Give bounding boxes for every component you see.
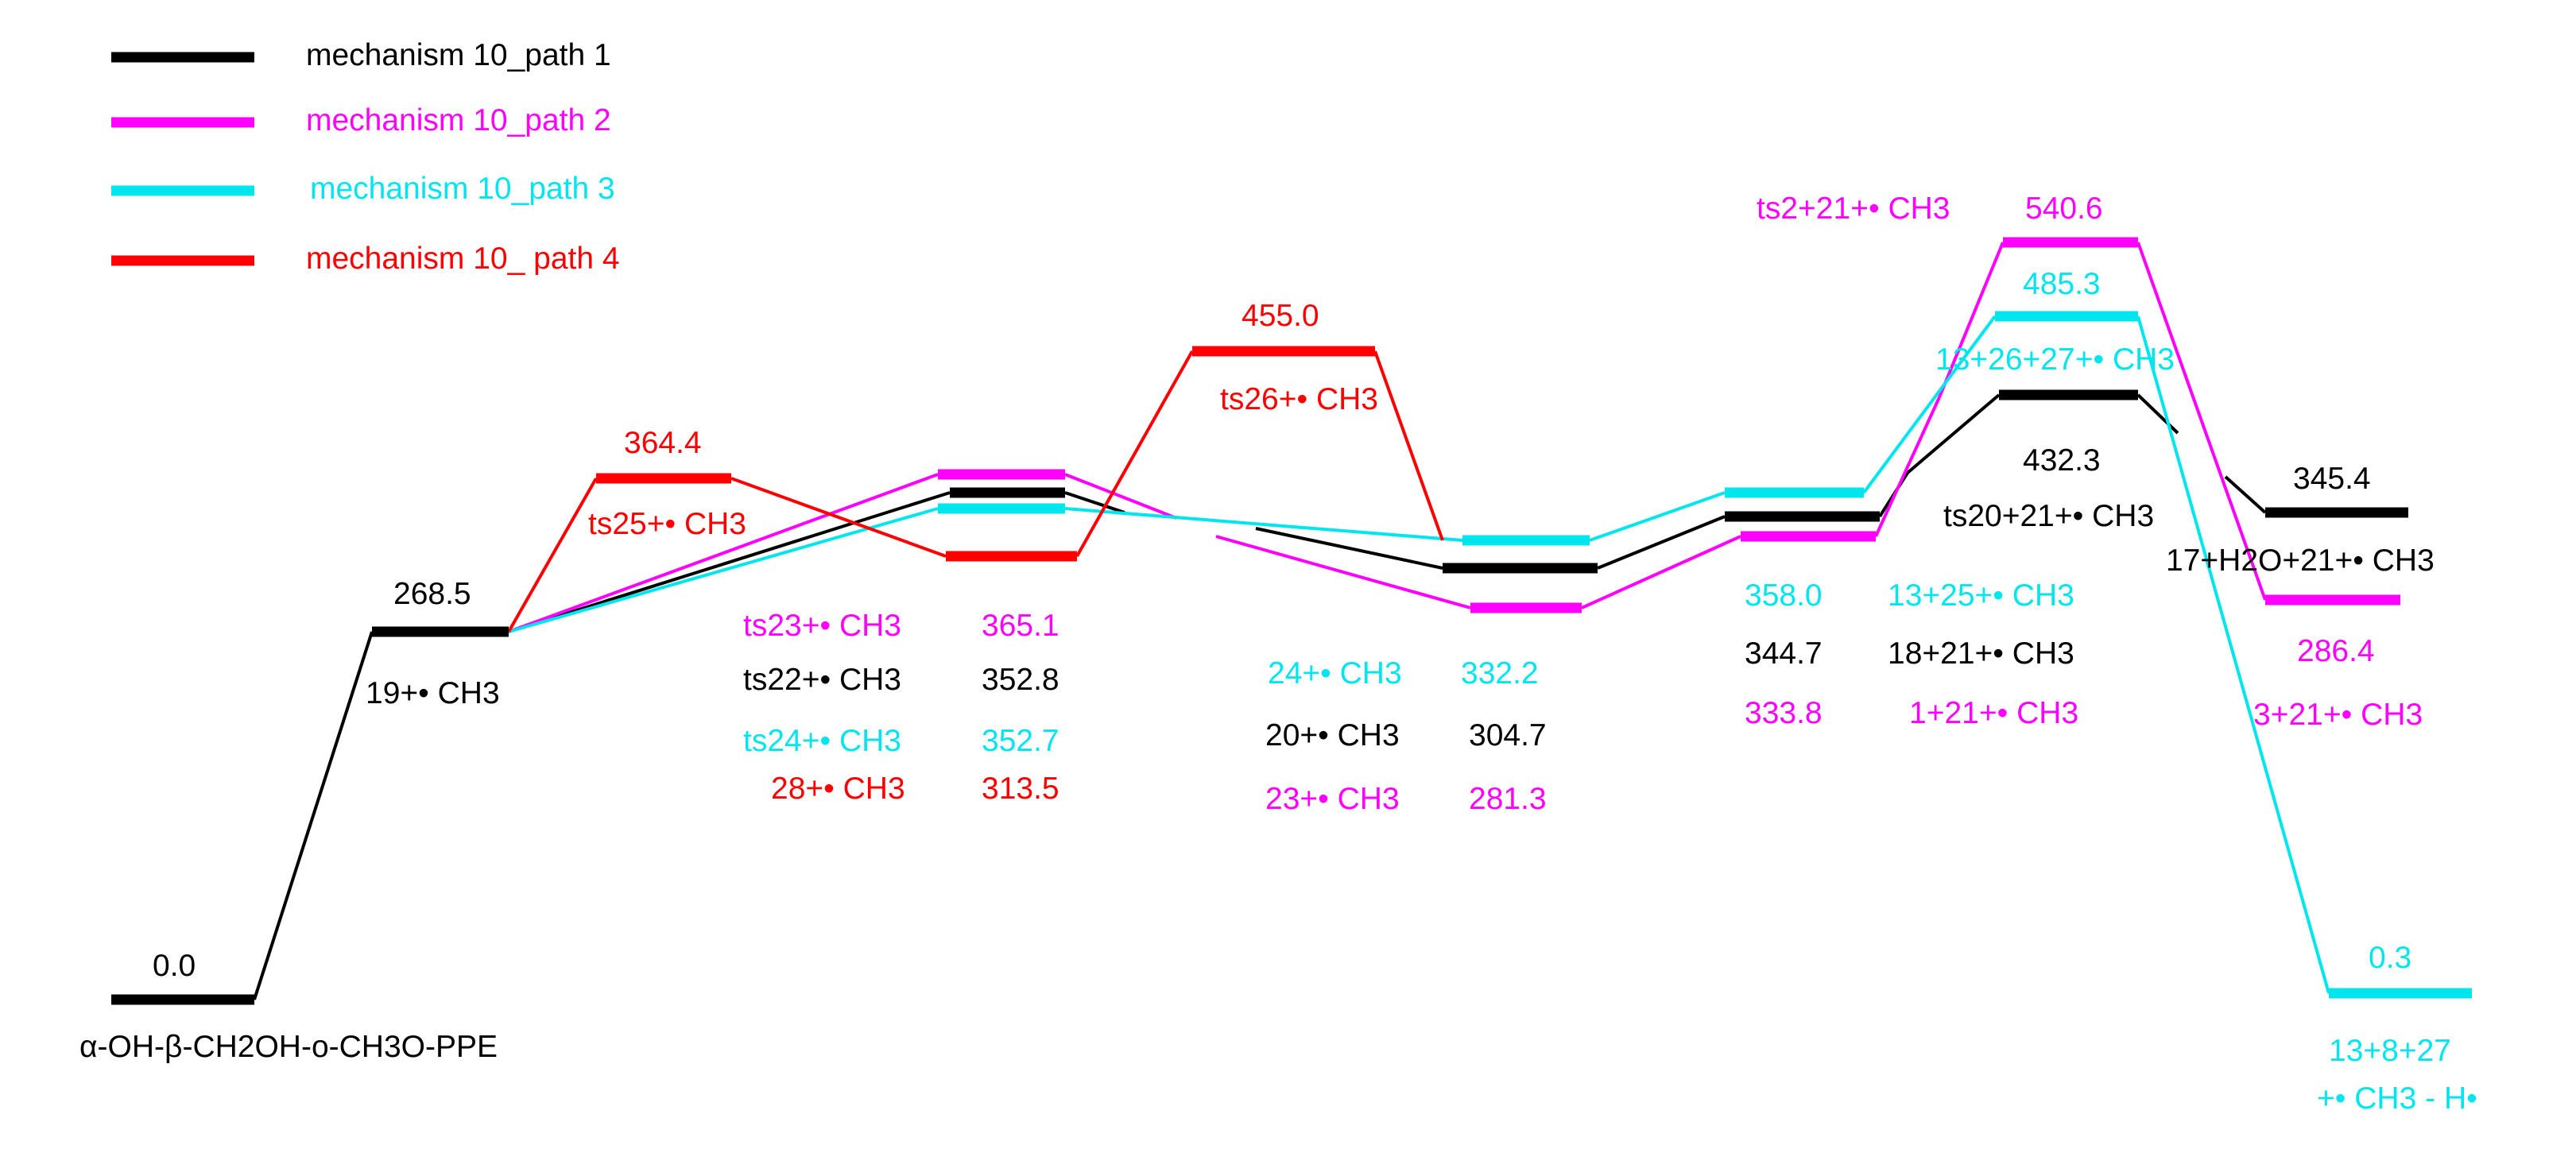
energy-1-21: 333.8 — [1745, 696, 1823, 730]
label-19: 19+• CH3 — [366, 676, 500, 710]
energy-13-26-27: 485.3 — [2023, 267, 2101, 301]
energy-18-21: 344.7 — [1745, 636, 1823, 671]
connector-path4-b — [730, 477, 947, 558]
energy-20: 304.7 — [1469, 718, 1547, 752]
connector-path3-e — [2136, 315, 2330, 994]
label-13-26-27: 13+26+27+• CH3 — [1935, 342, 2175, 377]
label-17-h2o-21: 17+H2O+21+• CH3 — [2166, 544, 2435, 578]
connector-path3-a — [508, 507, 939, 633]
connectors — [253, 242, 2330, 1000]
connector-path1-b — [508, 491, 951, 633]
energy-13-8-27: 0.3 — [2369, 941, 2411, 975]
connector-path4-c — [1075, 350, 1194, 557]
connector-path1 — [253, 631, 374, 1000]
label-18-21: 18+21+• CH3 — [1888, 636, 2074, 671]
label-1-21: 1+21+• CH3 — [1909, 696, 2078, 730]
connector-path1-g — [1906, 393, 2001, 474]
label-ts23: ts23+• CH3 — [743, 609, 901, 643]
energy-ts22: 352.8 — [982, 663, 1059, 697]
label-28: 28+• CH3 — [771, 772, 905, 806]
energy-ts25: 364.4 — [624, 426, 702, 460]
legend-label-path1: mechanism 10_path 1 — [306, 38, 611, 72]
energy-3-21: 286.4 — [2297, 634, 2375, 668]
energy-ts20-21: 432.3 — [2023, 443, 2101, 478]
label-13-25: 13+25+• CH3 — [1888, 578, 2074, 613]
label-ts24: ts24+• CH3 — [743, 724, 901, 758]
label-ts22: ts22+• CH3 — [743, 663, 901, 697]
connector-path1-i — [2224, 475, 2267, 514]
connector-path2-f — [1938, 242, 2005, 398]
label-ts26: ts26+• CH3 — [1220, 382, 1378, 416]
label-20: 20+• CH3 — [1265, 718, 1400, 752]
connector-path1-e — [1597, 515, 1726, 570]
energy-13-25: 358.0 — [1745, 578, 1823, 613]
connector-path4-a — [507, 478, 598, 633]
connector-path2-e — [1874, 397, 1941, 537]
labels: 0.0 α-OH-β-CH2OH-o-CH3O-PPE 268.5 19+• C… — [79, 192, 2477, 1116]
label-ts25: ts25+• CH3 — [588, 507, 746, 541]
connector-path3-d — [1862, 315, 1997, 494]
label-3-21: 3+21+• CH3 — [2253, 698, 2423, 732]
label-ts2-21: ts2+21+• CH3 — [1757, 192, 1950, 226]
energy-28: 313.5 — [982, 772, 1059, 806]
connector-path2-a — [508, 473, 939, 633]
energy-19: 268.5 — [393, 577, 471, 611]
label-24: 24+• CH3 — [1268, 656, 1402, 691]
legend: mechanism 10_path 1 mechanism 10_path 2 … — [111, 38, 620, 276]
connector-path1-h — [2136, 393, 2179, 435]
energy-17-h2o-21: 345.4 — [2293, 462, 2371, 496]
energy-24: 332.2 — [1461, 656, 1539, 691]
label-13-8-27-line2: +• CH3 - H• — [2317, 1081, 2477, 1116]
legend-label-path4: mechanism 10_ path 4 — [306, 242, 620, 276]
label-13-8-27-line1: 13+8+27 — [2329, 1034, 2451, 1068]
label-start: α-OH-β-CH2OH-o-CH3O-PPE — [79, 1030, 498, 1064]
label-23: 23+• CH3 — [1265, 782, 1400, 816]
connector-path2-d — [1581, 535, 1741, 609]
connector-path3-b — [1064, 507, 1463, 542]
connector-path2-c — [1215, 535, 1471, 609]
legend-label-path2: mechanism 10_path 2 — [306, 103, 611, 137]
energy-23: 281.3 — [1469, 782, 1547, 816]
label-ts20-21: ts20+21+• CH3 — [1943, 499, 2154, 533]
connector-path1-c — [1064, 491, 1125, 514]
energy-ts2-21: 540.6 — [2025, 192, 2103, 226]
energy-start: 0.0 — [153, 949, 196, 983]
connector-path2-g — [2136, 242, 2267, 601]
connector-path3-c — [1589, 491, 1726, 542]
connector-path1-d — [1255, 527, 1443, 570]
energy-ts24: 352.7 — [982, 724, 1059, 758]
energy-ts26: 455.0 — [1242, 299, 1319, 333]
connector-path4-d — [1373, 350, 1444, 541]
legend-label-path3: mechanism 10_path 3 — [310, 172, 615, 206]
connector-path2-b — [1064, 473, 1177, 520]
energy-levels — [111, 237, 2472, 1005]
energy-ts23: 365.1 — [982, 609, 1059, 643]
